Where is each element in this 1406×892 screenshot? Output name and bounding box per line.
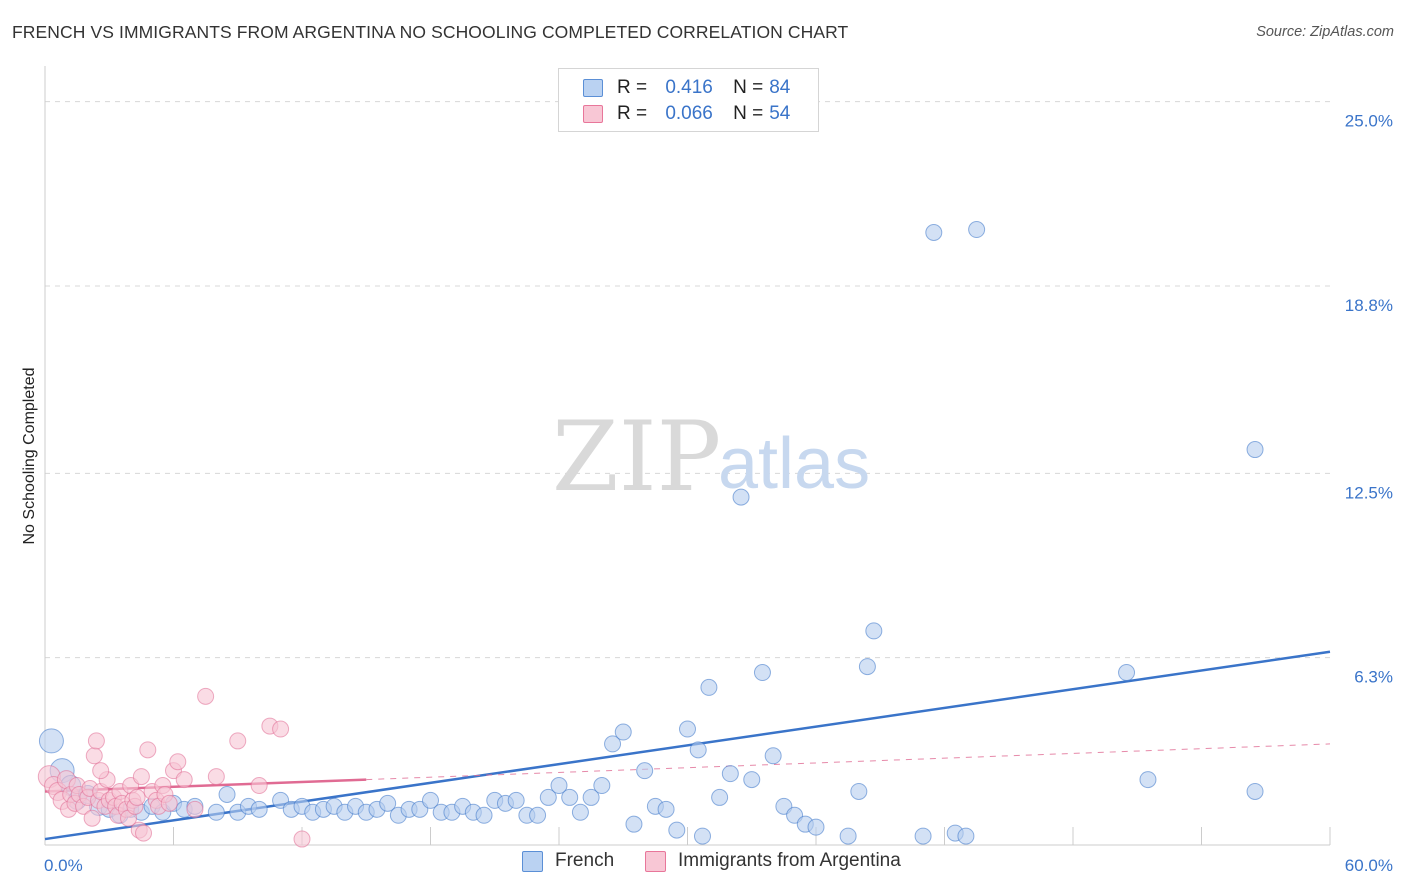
point-french: [218, 785, 236, 803]
point-french: [689, 741, 707, 759]
point-french: [379, 794, 397, 812]
point-argentina: [229, 732, 247, 750]
axes: [44, 66, 1331, 846]
point-french: [1118, 664, 1136, 682]
n-value: 84: [769, 77, 791, 98]
y-tick-label: 12.5%: [1345, 483, 1393, 502]
point-french: [529, 806, 547, 824]
point-french: [1139, 771, 1157, 789]
point-argentina: [128, 788, 146, 806]
point-french: [657, 800, 675, 818]
point-french: [668, 821, 686, 839]
n-label: N =: [733, 103, 764, 124]
n-label: N =: [733, 77, 764, 98]
x-tick-labels: 0.0% 60.0%: [44, 856, 1393, 875]
point-french: [571, 803, 589, 821]
stats-swatch-blue: [583, 79, 603, 97]
x-tick-label: 60.0%: [1345, 856, 1393, 875]
point-argentina: [160, 794, 178, 812]
point-french: [207, 803, 225, 821]
point-french: [743, 771, 761, 789]
point-argentina: [132, 768, 150, 786]
point-french: [1246, 441, 1264, 459]
point-argentina: [135, 824, 153, 842]
point-french: [593, 777, 611, 795]
point-french: [858, 658, 876, 676]
point-french: [38, 728, 64, 754]
r-value: 0.416: [665, 77, 713, 98]
legend-swatch-blue: [522, 850, 543, 872]
stats-row-french: R = 0.416 N = 84: [559, 74, 790, 102]
r-value: 0.066: [665, 103, 713, 124]
point-argentina: [139, 741, 157, 759]
point-french: [753, 664, 771, 682]
point-french: [865, 622, 883, 640]
point-french: [539, 788, 557, 806]
point-argentina: [83, 809, 101, 827]
legend: French Immigrants from Argentina: [0, 850, 1406, 878]
stats-swatch-pink: [583, 105, 603, 123]
point-argentina: [87, 732, 105, 750]
y-tick-label: 25.0%: [1345, 112, 1393, 131]
legend-item-french[interactable]: French: [522, 850, 614, 872]
point-argentina: [92, 762, 110, 780]
point-french: [1246, 782, 1264, 800]
chart-title: FRENCH VS IMMIGRANTS FROM ARGENTINA NO S…: [12, 22, 849, 42]
point-argentina: [175, 771, 193, 789]
point-french: [679, 720, 696, 738]
r-label: R =: [617, 103, 648, 124]
point-french: [764, 747, 782, 765]
legend-swatch-pink: [645, 850, 666, 872]
grid-lines: [45, 101, 1330, 659]
point-french: [614, 723, 632, 741]
point-french: [625, 815, 643, 833]
point-french: [850, 782, 868, 800]
point-french: [422, 791, 439, 809]
point-french: [968, 221, 986, 239]
point-argentina: [197, 687, 215, 705]
n-value: 54: [769, 103, 791, 124]
point-argentina: [293, 830, 311, 848]
watermark-zip: ZIP: [552, 401, 721, 513]
point-argentina: [250, 777, 268, 795]
legend-item-argentina[interactable]: Immigrants from Argentina: [645, 850, 901, 872]
point-french: [732, 488, 750, 506]
y-axis-label: No Schooling Completed: [21, 368, 38, 545]
x-tick-label: 0.0%: [44, 856, 83, 875]
point-french: [925, 224, 943, 242]
source-label: Source: ZipAtlas.com: [1256, 24, 1394, 40]
point-french: [957, 827, 975, 845]
point-argentina: [85, 747, 103, 765]
stats-row-argentina: R = 0.066 N = 54: [559, 100, 790, 128]
point-french: [550, 777, 568, 795]
point-argentina: [186, 800, 204, 818]
point-french: [807, 818, 825, 836]
point-french: [561, 788, 579, 806]
point-french: [700, 678, 718, 696]
stats-box: R = 0.416 N = 84 R = 0.066 N = 54: [558, 68, 819, 132]
data-points: [37, 221, 1264, 848]
legend-label-french: French: [555, 850, 615, 871]
point-french: [839, 827, 857, 845]
y-tick-labels: 6.3% 12.5% 18.8% 25.0%: [1345, 112, 1393, 687]
point-argentina: [272, 720, 290, 738]
point-argentina: [207, 768, 225, 786]
trend-line-argentina-extension: [366, 743, 1331, 781]
point-french: [604, 735, 622, 753]
point-french: [507, 791, 525, 809]
point-french: [693, 827, 711, 845]
point-french: [914, 827, 932, 845]
point-argentina: [169, 753, 187, 771]
point-french: [250, 800, 268, 818]
y-tick-label: 6.3%: [1354, 668, 1393, 687]
point-french: [721, 765, 739, 783]
point-french: [475, 806, 493, 824]
y-tick-label: 18.8%: [1345, 296, 1393, 315]
point-french: [636, 762, 654, 780]
point-french: [711, 788, 729, 806]
r-label: R =: [617, 77, 648, 98]
legend-label-argentina: Immigrants from Argentina: [678, 850, 901, 871]
point-french: [582, 788, 600, 806]
